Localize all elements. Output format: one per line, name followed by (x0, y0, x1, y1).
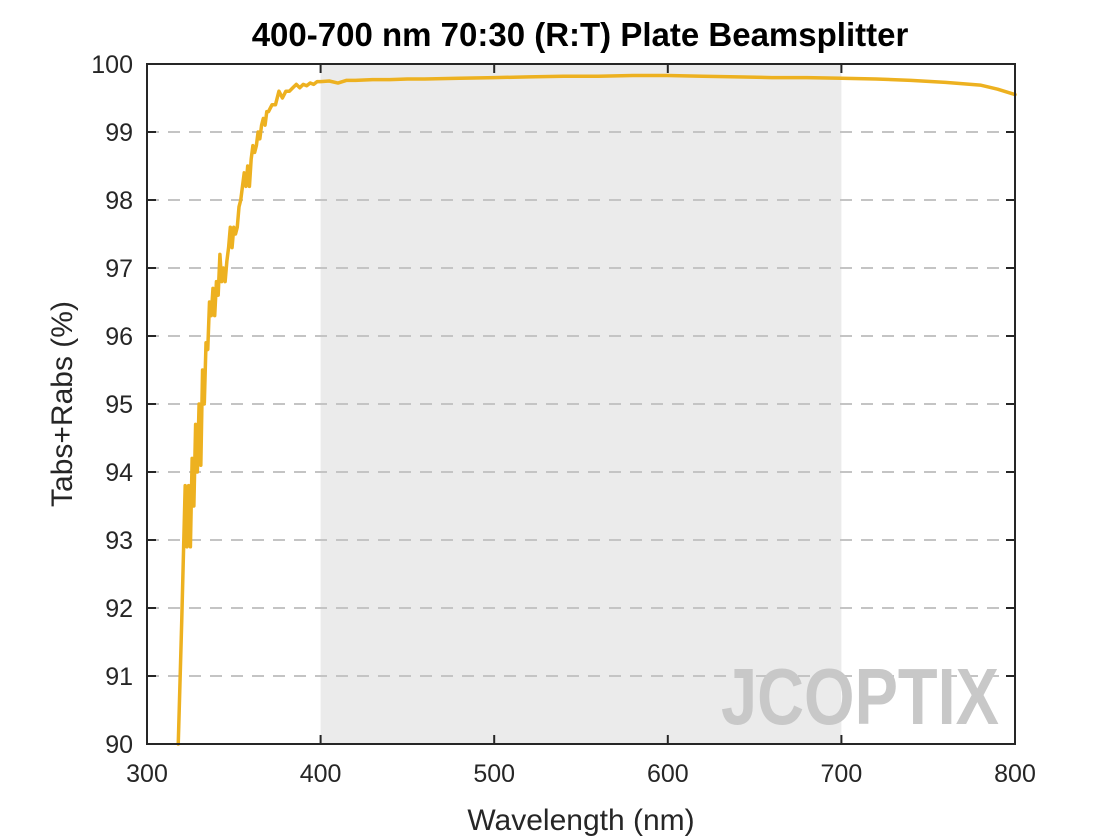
grid-lines (147, 131, 1015, 677)
y-tick-label: 94 (105, 459, 133, 487)
y-tick-label: 98 (105, 187, 133, 215)
x-ticks: 300 400 500 600 700 800 (126, 64, 1036, 788)
y-tick-label: 95 (105, 391, 133, 419)
y-ticks: 90 91 92 93 94 95 96 97 98 99 100 (91, 51, 1015, 759)
series-group (176, 73, 1017, 746)
x-tick-label: 500 (473, 760, 515, 788)
y-tick-label: 96 (105, 323, 133, 351)
y-tick-label: 90 (105, 731, 133, 759)
watermark-text: JCOPTIX (721, 652, 999, 741)
y-tick-label: 92 (105, 595, 133, 623)
y-tick-label: 97 (105, 255, 133, 283)
y-tick-label: 93 (105, 527, 133, 555)
y-tick-label: 100 (91, 51, 133, 79)
x-tick-label: 800 (994, 760, 1036, 788)
y-tick-label: 91 (105, 663, 133, 691)
x-tick-label: 300 (126, 760, 168, 788)
x-tick-label: 600 (647, 760, 689, 788)
series-line (176, 73, 1017, 746)
x-axis-label: Wavelength (nm) (467, 804, 694, 837)
x-tick-label: 700 (821, 760, 863, 788)
chart-title: 400-700 nm 70:30 (R:T) Plate Beamsplitte… (252, 16, 909, 53)
y-axis-label: Tabs+Rabs (%) (46, 301, 79, 507)
watermark-logo: JCOPTIX (721, 652, 999, 741)
x-tick-label: 400 (300, 760, 342, 788)
y-tick-label: 99 (105, 119, 133, 147)
